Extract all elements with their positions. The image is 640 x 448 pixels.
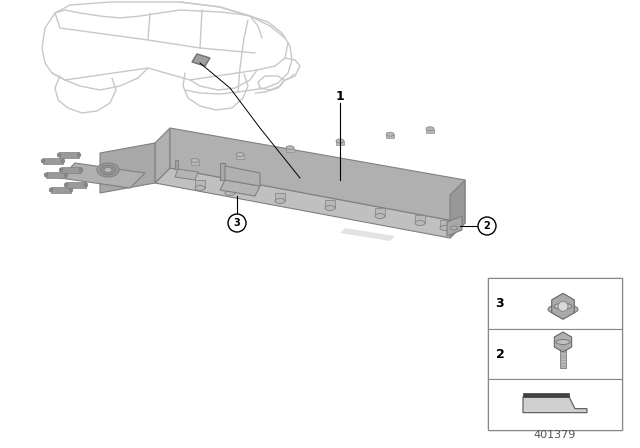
Polygon shape [66,182,86,188]
Text: 3: 3 [234,218,241,228]
Ellipse shape [84,183,88,187]
Ellipse shape [100,165,116,175]
Polygon shape [447,216,462,236]
Polygon shape [523,396,587,413]
Polygon shape [375,208,385,216]
Text: 3: 3 [496,297,504,310]
Polygon shape [426,129,434,133]
Ellipse shape [440,225,450,231]
Polygon shape [46,172,66,178]
Polygon shape [59,152,79,158]
Ellipse shape [386,132,394,136]
Polygon shape [336,141,344,145]
Circle shape [228,214,246,232]
Polygon shape [51,187,71,193]
Ellipse shape [60,168,63,172]
FancyBboxPatch shape [488,379,622,430]
Text: 401379: 401379 [534,430,576,440]
Ellipse shape [415,220,425,225]
Polygon shape [225,166,260,186]
Polygon shape [554,332,572,352]
Ellipse shape [236,152,244,156]
Ellipse shape [49,188,53,192]
Ellipse shape [191,159,199,163]
Polygon shape [175,169,198,180]
Polygon shape [195,180,205,188]
Ellipse shape [64,183,68,187]
Ellipse shape [426,127,434,131]
FancyBboxPatch shape [488,329,622,379]
Ellipse shape [97,163,119,177]
Polygon shape [340,228,395,241]
Ellipse shape [69,188,73,192]
Ellipse shape [554,303,572,309]
Polygon shape [523,392,569,396]
Circle shape [558,302,568,311]
Polygon shape [60,163,145,188]
Polygon shape [170,128,465,223]
Ellipse shape [104,168,112,172]
Ellipse shape [57,153,61,157]
Polygon shape [220,163,225,180]
Text: 1: 1 [335,90,344,103]
Circle shape [478,217,496,235]
Polygon shape [275,193,285,201]
Polygon shape [192,54,210,66]
Polygon shape [220,180,260,196]
Polygon shape [415,215,425,223]
Polygon shape [560,342,566,368]
Polygon shape [175,160,178,169]
Polygon shape [236,155,244,159]
Ellipse shape [556,340,570,345]
Ellipse shape [336,139,344,143]
Polygon shape [100,143,155,193]
FancyBboxPatch shape [488,278,622,430]
Ellipse shape [77,153,81,157]
Text: 2: 2 [495,348,504,361]
Ellipse shape [275,198,285,203]
Ellipse shape [44,173,48,177]
Polygon shape [325,200,335,208]
Ellipse shape [225,190,235,195]
Ellipse shape [451,226,458,230]
FancyBboxPatch shape [488,278,622,329]
Ellipse shape [195,185,205,190]
Ellipse shape [41,159,45,163]
Polygon shape [286,148,294,152]
Polygon shape [386,134,394,138]
Polygon shape [450,180,465,238]
Ellipse shape [325,206,335,211]
Polygon shape [552,293,574,319]
Ellipse shape [375,214,385,219]
Polygon shape [191,161,199,164]
Ellipse shape [548,304,578,314]
Ellipse shape [79,168,83,172]
Ellipse shape [64,173,68,177]
Polygon shape [155,128,170,183]
Polygon shape [440,220,450,228]
Polygon shape [43,158,63,164]
Text: 2: 2 [484,221,490,231]
Ellipse shape [61,159,65,163]
Polygon shape [61,167,81,173]
Ellipse shape [286,146,294,150]
Polygon shape [155,168,465,238]
Polygon shape [225,185,235,193]
